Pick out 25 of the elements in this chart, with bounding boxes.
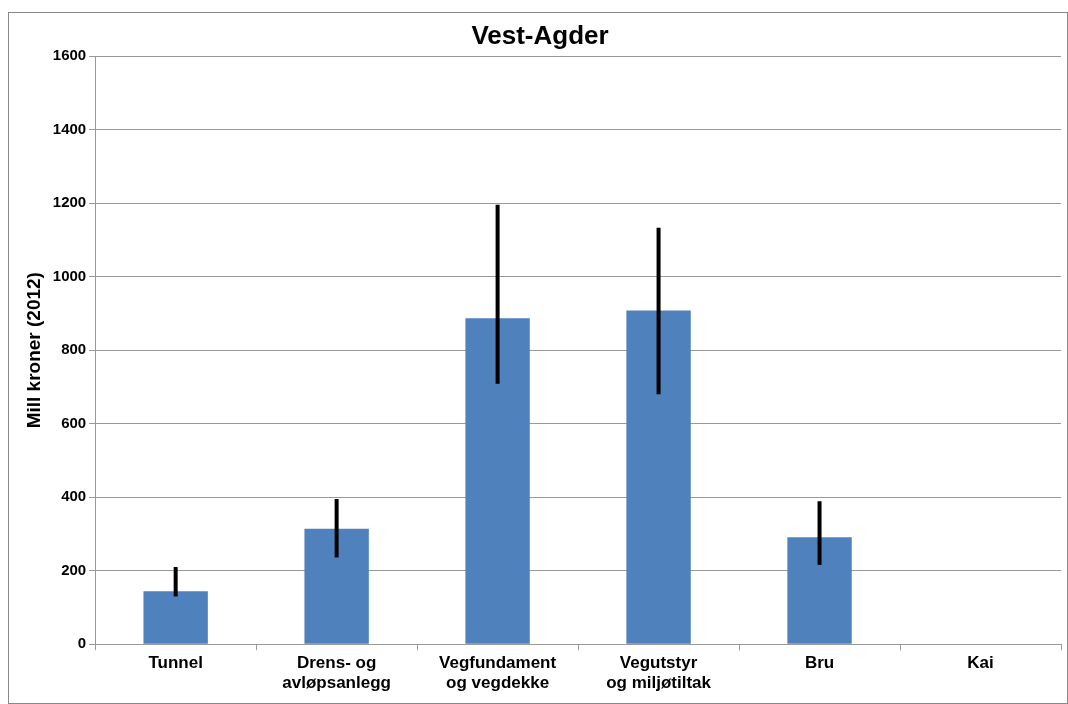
y-axis-title: Mill kroner (2012): [22, 272, 44, 429]
category-label: Bru: [804, 653, 835, 673]
bar: [143, 591, 208, 644]
category-label: Vegutstyr: [619, 653, 698, 673]
y-tick-label: 1000: [52, 266, 87, 284]
category-label: Kai: [967, 653, 994, 673]
y-tick-label: 600: [61, 413, 87, 431]
y-tick-label: 1200: [52, 193, 87, 211]
bar: [626, 310, 691, 644]
bar: [304, 528, 369, 644]
chart-title: Vest-Agder: [471, 19, 609, 50]
y-tick-label: 1600: [52, 46, 87, 64]
y-tick-label: 200: [61, 560, 87, 578]
bar: [465, 318, 530, 644]
y-tick-label: 1400: [52, 119, 87, 137]
category-label: avløpsanlegg: [282, 673, 391, 693]
category-label: og miljøtiltak: [606, 673, 711, 693]
y-tick-label: 400: [61, 487, 87, 505]
bar: [787, 537, 852, 644]
y-tick-label: 0: [77, 634, 87, 652]
category-label: Drens- og: [296, 653, 377, 673]
y-tick-label: 800: [61, 340, 87, 358]
category-label: Tunnel: [148, 653, 203, 673]
category-label: Vegfundament: [439, 653, 557, 673]
category-label: og vegdekke: [446, 673, 550, 693]
